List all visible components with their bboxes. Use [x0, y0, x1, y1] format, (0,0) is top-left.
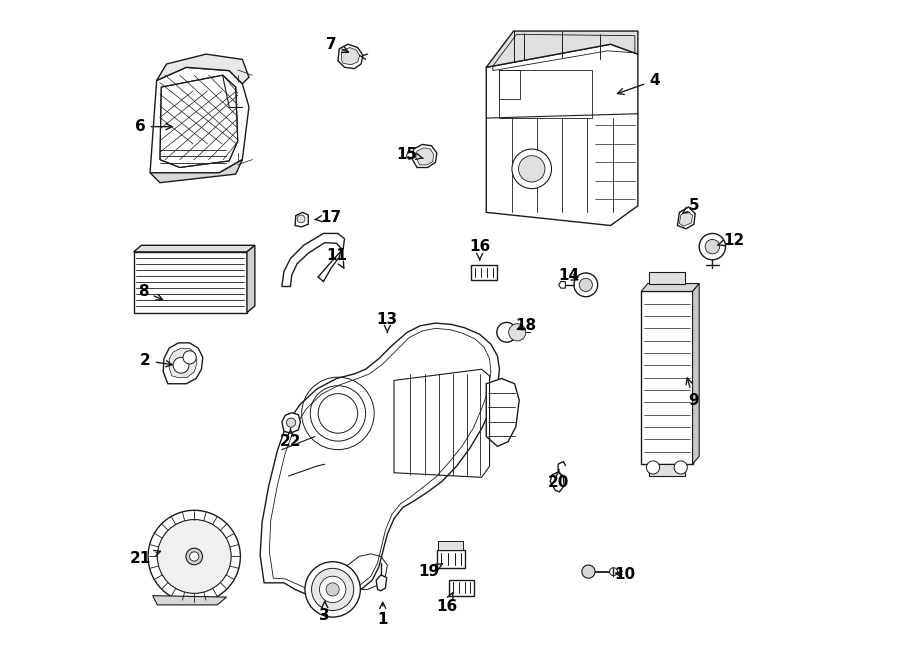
Polygon shape	[295, 213, 309, 227]
Circle shape	[574, 273, 598, 297]
Polygon shape	[160, 75, 238, 167]
Circle shape	[497, 322, 517, 342]
Text: 22: 22	[280, 429, 302, 449]
Polygon shape	[416, 148, 434, 165]
Text: 8: 8	[138, 284, 163, 300]
Polygon shape	[436, 550, 464, 568]
Bar	[649, 271, 685, 283]
Circle shape	[705, 240, 720, 254]
Circle shape	[183, 351, 196, 364]
Polygon shape	[169, 348, 197, 378]
Polygon shape	[680, 211, 693, 226]
Circle shape	[297, 215, 305, 223]
Polygon shape	[338, 44, 363, 69]
Polygon shape	[133, 246, 255, 252]
Circle shape	[508, 324, 526, 341]
Text: 17: 17	[315, 210, 342, 225]
Polygon shape	[282, 412, 301, 433]
Text: 6: 6	[135, 119, 172, 134]
Polygon shape	[133, 252, 247, 312]
Text: 1: 1	[377, 602, 388, 626]
Circle shape	[518, 156, 544, 182]
Text: 18: 18	[515, 318, 536, 333]
Text: 9: 9	[686, 378, 699, 408]
Polygon shape	[641, 291, 693, 464]
Text: 14: 14	[558, 268, 580, 283]
Text: 7: 7	[326, 36, 348, 52]
Text: 20: 20	[548, 469, 570, 490]
Polygon shape	[641, 283, 699, 291]
Polygon shape	[486, 379, 519, 446]
Text: 15: 15	[397, 147, 423, 162]
Polygon shape	[486, 31, 638, 68]
Polygon shape	[438, 541, 464, 550]
Circle shape	[674, 461, 688, 474]
Text: 19: 19	[418, 563, 443, 579]
Circle shape	[581, 565, 595, 578]
Polygon shape	[260, 323, 500, 598]
Circle shape	[699, 234, 725, 260]
Polygon shape	[559, 281, 565, 288]
Polygon shape	[376, 575, 387, 591]
Bar	[649, 464, 685, 476]
Circle shape	[646, 461, 660, 474]
Polygon shape	[150, 68, 249, 173]
Circle shape	[609, 567, 617, 575]
Text: 21: 21	[130, 550, 160, 566]
Circle shape	[286, 418, 296, 427]
Text: 10: 10	[614, 567, 635, 583]
Text: 5: 5	[683, 198, 699, 213]
Text: 13: 13	[377, 312, 398, 332]
Text: 3: 3	[320, 602, 330, 624]
Circle shape	[173, 357, 189, 373]
Circle shape	[190, 552, 199, 561]
Polygon shape	[150, 160, 242, 183]
Circle shape	[158, 520, 231, 593]
Text: 16: 16	[436, 592, 457, 614]
Polygon shape	[486, 44, 638, 226]
Polygon shape	[412, 144, 436, 167]
Polygon shape	[247, 246, 255, 312]
Circle shape	[305, 562, 360, 617]
Polygon shape	[471, 265, 498, 279]
Text: 11: 11	[326, 248, 347, 268]
Polygon shape	[678, 207, 695, 229]
Text: 16: 16	[469, 239, 491, 260]
Circle shape	[580, 278, 592, 291]
Polygon shape	[157, 54, 249, 84]
Polygon shape	[550, 472, 564, 492]
Text: 4: 4	[617, 73, 660, 95]
Polygon shape	[449, 579, 473, 596]
Text: 2: 2	[140, 353, 172, 368]
Circle shape	[311, 568, 354, 610]
Text: 12: 12	[717, 232, 744, 248]
Circle shape	[320, 576, 346, 602]
Polygon shape	[163, 343, 202, 384]
Polygon shape	[407, 151, 413, 160]
Circle shape	[326, 583, 339, 596]
Polygon shape	[153, 596, 227, 605]
Polygon shape	[341, 48, 360, 65]
Polygon shape	[693, 283, 699, 464]
Circle shape	[148, 510, 240, 602]
Circle shape	[512, 149, 552, 189]
Circle shape	[186, 548, 202, 565]
